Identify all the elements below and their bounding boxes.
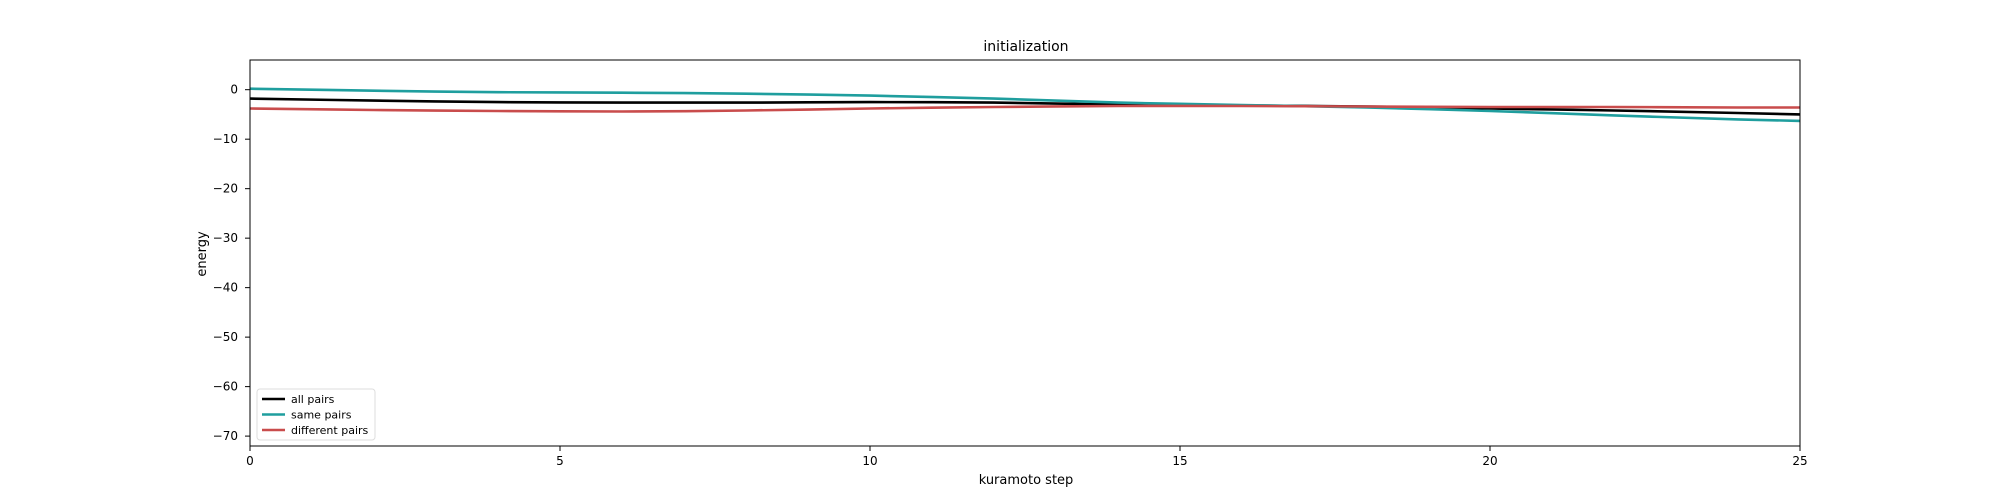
y-tick-label: −70 [213,429,238,443]
y-tick-label: −30 [213,231,238,245]
y-tick-label: 0 [230,83,238,97]
legend-label: all pairs [291,393,335,406]
x-axis-label: kuramoto step [979,473,1074,488]
x-tick-label: 15 [1172,454,1187,468]
series-line-all-pairs [249,97,1801,116]
legend: all pairs same pairs different pairs [256,388,376,441]
legend-label: same pairs [291,409,352,422]
x-tick-label: 20 [1482,454,1497,468]
legend-label: different pairs [291,424,369,437]
y-tick-label: −40 [213,281,238,295]
x-tick-label: 25 [1792,454,1807,468]
chart-title: initialization [983,39,1068,55]
x-tick-label: 10 [862,454,877,468]
y-tick-label: −60 [213,380,238,394]
series-line-same-pairs [249,87,1801,123]
x-tick-label: 5 [556,454,564,468]
y-tick-label: −20 [213,182,238,196]
legend-box [256,388,376,441]
series-line-different-pairs [249,104,1801,113]
plot-frame [249,59,1801,447]
lines-layer [249,87,1801,123]
y-axis-label: energy [195,231,210,277]
y-tick-label: −50 [213,330,238,344]
x-tick-label: 0 [246,454,254,468]
ticks-layer: 0 5 10 15 20 25 0 −10 −20 −30 −40 −50 −60 −70 [213,83,1808,468]
y-tick-label: −10 [213,132,238,146]
